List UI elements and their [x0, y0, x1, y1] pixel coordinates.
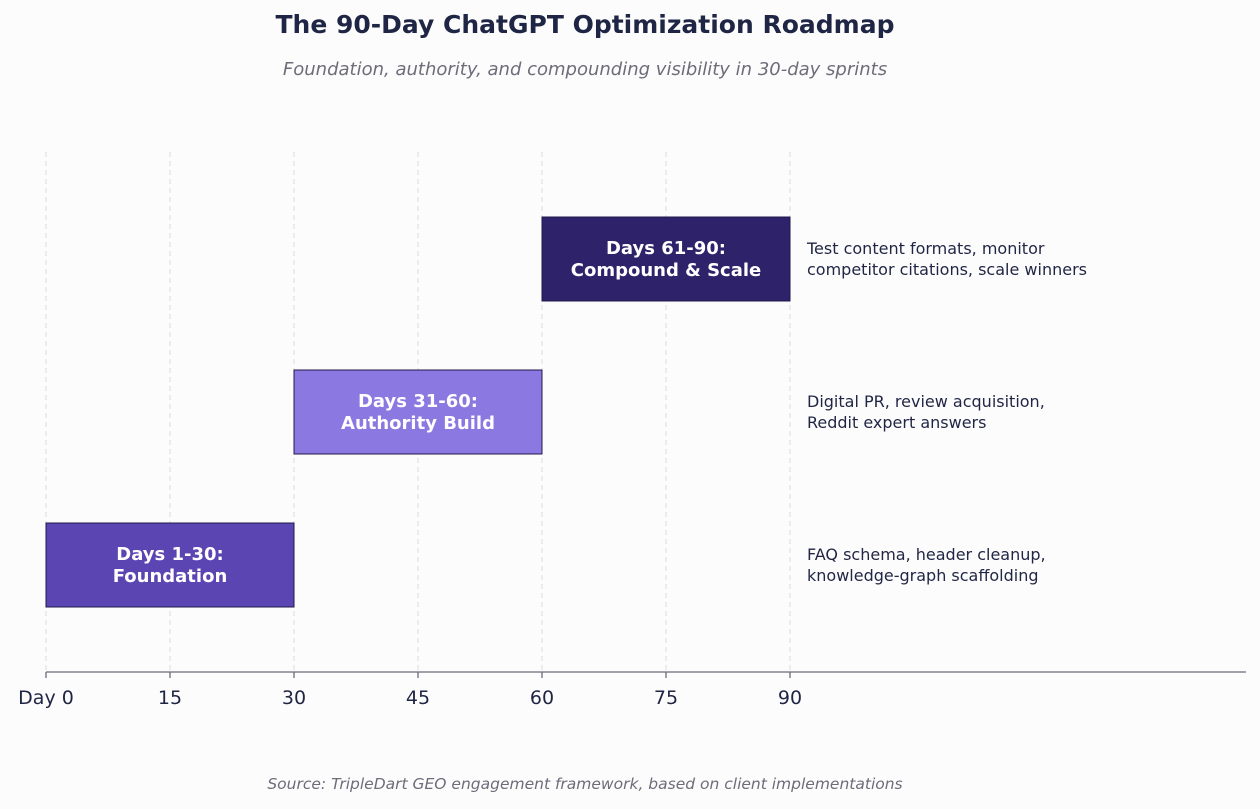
source-note: Source: TripleDart GEO engagement framew…: [267, 775, 903, 793]
phase-description: competitor citations, scale winners: [807, 260, 1087, 279]
phase-bar: [293, 369, 543, 455]
phase-label: Days 61-90:: [606, 238, 726, 259]
phase-bar: [45, 522, 295, 608]
phase-label: Days 1-30:: [116, 544, 224, 565]
phase-label: Authority Build: [341, 413, 495, 434]
x-tick-label: Day 0: [18, 687, 74, 709]
phase-description: knowledge-graph scaffolding: [807, 566, 1039, 585]
x-tick-label: 45: [406, 687, 430, 709]
chart-subtitle: Foundation, authority, and compounding v…: [282, 59, 888, 80]
phase-description: Digital PR, review acquisition,: [807, 392, 1045, 411]
phase-description: Reddit expert answers: [807, 413, 986, 432]
chart-title: The 90-Day ChatGPT Optimization Roadmap: [275, 10, 895, 39]
phase-bar: [541, 216, 791, 302]
phase-label: Foundation: [113, 566, 228, 587]
x-tick-label: 15: [158, 687, 182, 709]
x-tick-label: 30: [282, 687, 306, 709]
x-tick-label: 90: [778, 687, 802, 709]
x-tick-label: 75: [654, 687, 678, 709]
x-tick-label: 60: [530, 687, 554, 709]
phase-label: Days 31-60:: [358, 391, 478, 412]
phase-label: Compound & Scale: [571, 260, 762, 281]
phase-description: Test content formats, monitor: [806, 239, 1045, 258]
phase-description: FAQ schema, header cleanup,: [807, 545, 1046, 564]
